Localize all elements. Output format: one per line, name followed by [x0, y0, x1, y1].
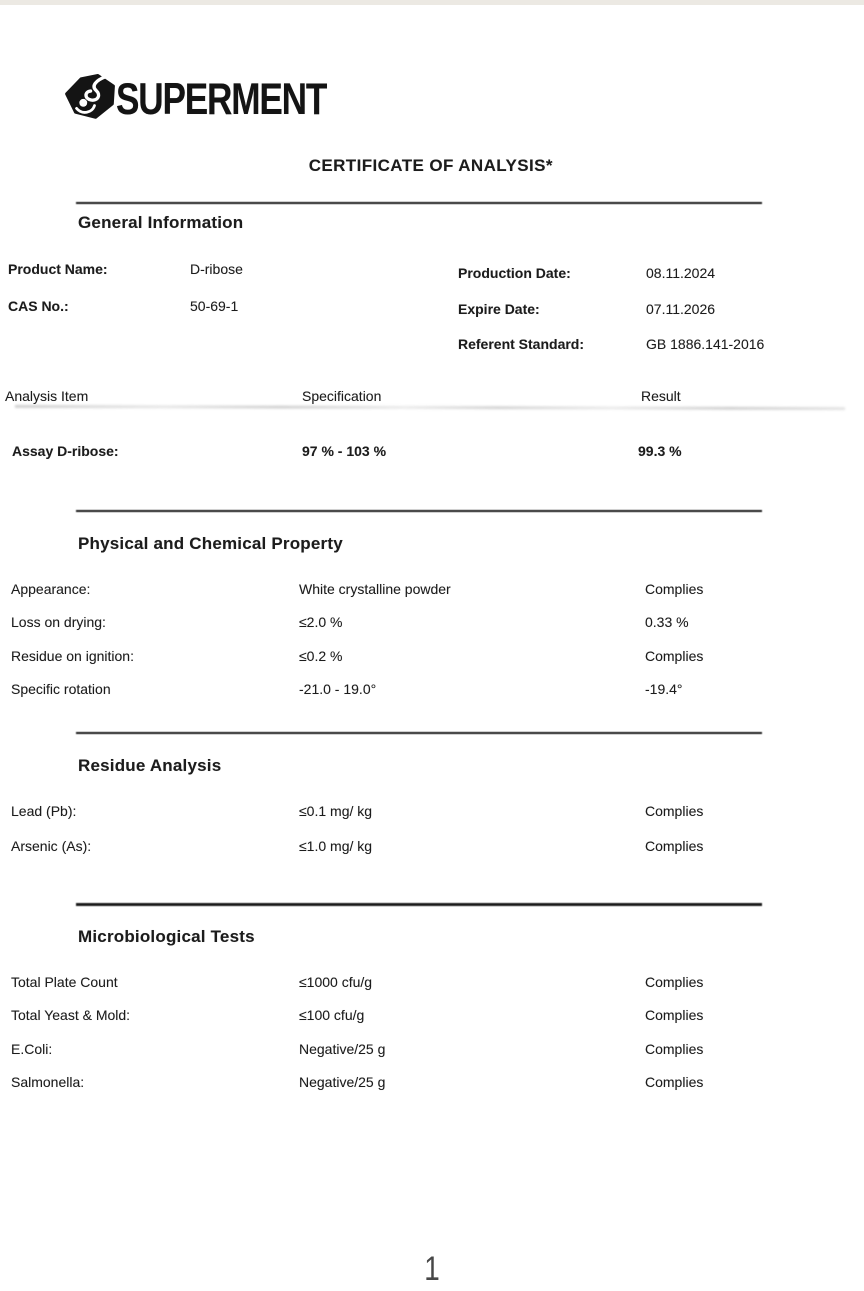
field-label: Production Date:: [458, 265, 571, 281]
field-value: 07.11.2026: [646, 300, 716, 317]
table-row: E.Coli: Negative/25 g Complies: [0, 1041, 864, 1074]
field-label: Referent Standard:: [458, 336, 585, 352]
microbiological-tests-heading: Microbiological Tests: [78, 927, 255, 946]
superment-logo-icon: [65, 73, 115, 119]
field-value: 50-69-1: [190, 298, 239, 314]
table-row: Salmonella: Negative/25 g Complies: [0, 1074, 864, 1107]
row-result-value: Complies: [645, 581, 704, 597]
row-result-value: Complies: [645, 1074, 704, 1091]
assay-item-label: Assay D-ribose:: [12, 443, 119, 459]
row-item-label: Specific rotation: [11, 681, 111, 698]
specification-header: Specification: [302, 388, 382, 404]
assay-spec-value: 97 % - 103 %: [302, 443, 387, 459]
row-result-value: Complies: [645, 974, 704, 990]
row-spec-value: Negative/25 g: [299, 1040, 386, 1057]
row-item-label: Salmonella:: [11, 1074, 85, 1091]
page-number: 1: [424, 1250, 440, 1288]
scan-edge-strip: [0, 0, 864, 5]
general-information-heading: General Information: [78, 213, 244, 232]
table-row: Total Plate Count ≤1000 cfu/g Complies: [0, 974, 864, 1007]
row-spec-value: ≤2.0 %: [299, 614, 343, 631]
field-value: D-ribose: [190, 261, 243, 277]
row-result-value: Complies: [645, 838, 704, 854]
section-divider: [76, 202, 762, 204]
section-divider: [76, 510, 762, 512]
physical-chemical-heading: Physical and Chemical Property: [78, 534, 343, 553]
row-spec-value: ≤1000 cfu/g: [299, 974, 373, 990]
row-item-label: Appearance:: [11, 581, 91, 597]
row-item-label: Total Yeast & Mold:: [11, 1007, 131, 1024]
field-value: 08.11.2024: [646, 265, 716, 281]
field-label: Product Name:: [8, 261, 108, 277]
field-row: Product Name: D-ribose: [8, 261, 428, 298]
row-spec-value: White crystalline powder: [299, 581, 451, 597]
row-result-value: 0.33 %: [645, 614, 689, 631]
row-item-label: Total Plate Count: [11, 974, 118, 990]
field-value: GB 1886.141-2016: [646, 336, 765, 352]
row-spec-value: ≤0.1 mg/ kg: [299, 803, 373, 819]
section-divider: [76, 903, 762, 906]
field-label: CAS No.:: [8, 298, 69, 314]
result-header: Result: [641, 388, 681, 404]
residue-analysis-rows: Lead (Pb): ≤0.1 mg/ kg Complies Arsenic …: [0, 803, 864, 873]
row-spec-value: Negative/25 g: [299, 1074, 386, 1091]
field-row: CAS No.: 50-69-1: [8, 298, 428, 335]
table-row: Lead (Pb): ≤0.1 mg/ kg Complies: [0, 803, 864, 838]
brand-wordmark: SUPERMENT: [116, 74, 327, 124]
general-info-left-fields: Product Name: D-ribose CAS No.: 50-69-1: [8, 261, 428, 335]
table-row: Appearance: White crystalline powder Com…: [0, 581, 864, 614]
row-item-label: Arsenic (As):: [11, 838, 92, 854]
analysis-table-header: Analysis Item Specification Result: [0, 388, 864, 406]
field-row: Referent Standard: GB 1886.141-2016: [458, 336, 864, 372]
row-spec-value: ≤0.2 %: [299, 647, 343, 664]
analysis-item-header: Analysis Item: [5, 388, 89, 404]
table-row: Residue on ignition: ≤0.2 % Complies: [0, 648, 864, 681]
row-item-label: E.Coli:: [11, 1040, 53, 1057]
row-result-value: Complies: [645, 1007, 704, 1024]
row-result-value: Complies: [645, 803, 704, 819]
row-item-label: Loss on drying:: [11, 614, 106, 631]
physical-chemical-rows: Appearance: White crystalline powder Com…: [0, 581, 864, 715]
row-item-label: Lead (Pb):: [11, 803, 77, 819]
table-row: Total Yeast & Mold: ≤100 cfu/g Complies: [0, 1007, 864, 1040]
field-row: Production Date: 08.11.2024: [458, 265, 864, 301]
row-spec-value: ≤1.0 mg/ kg: [299, 838, 373, 854]
residue-analysis-heading: Residue Analysis: [78, 756, 222, 775]
general-info-right-fields: Production Date: 08.11.2024 Expire Date:…: [458, 265, 864, 372]
row-spec-value: -21.0 - 19.0°: [299, 681, 377, 698]
section-divider: [76, 732, 762, 734]
assay-result-value: 99.3 %: [638, 443, 682, 459]
row-result-value: -19.4°: [645, 681, 683, 698]
microbiological-tests-rows: Total Plate Count ≤1000 cfu/g Complies T…: [0, 974, 864, 1108]
field-row: Expire Date: 07.11.2026: [458, 301, 864, 337]
table-row: Specific rotation -21.0 - 19.0° -19.4°: [0, 681, 864, 714]
document-title: CERTIFICATE OF ANALYSIS*: [308, 156, 553, 175]
row-result-value: Complies: [645, 647, 704, 664]
row-item-label: Residue on ignition:: [11, 647, 134, 664]
assay-table-row: Assay D-ribose: 97 % - 103 % 99.3 %: [0, 443, 864, 461]
row-result-value: Complies: [645, 1040, 704, 1057]
field-label: Expire Date:: [458, 300, 540, 317]
table-row: Arsenic (As): ≤1.0 mg/ kg Complies: [0, 838, 864, 873]
table-row: Loss on drying: ≤2.0 % 0.33 %: [0, 614, 864, 647]
row-spec-value: ≤100 cfu/g: [299, 1007, 365, 1024]
